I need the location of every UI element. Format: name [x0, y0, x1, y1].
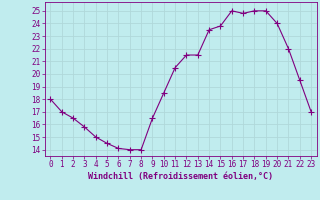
X-axis label: Windchill (Refroidissement éolien,°C): Windchill (Refroidissement éolien,°C)	[88, 172, 273, 181]
